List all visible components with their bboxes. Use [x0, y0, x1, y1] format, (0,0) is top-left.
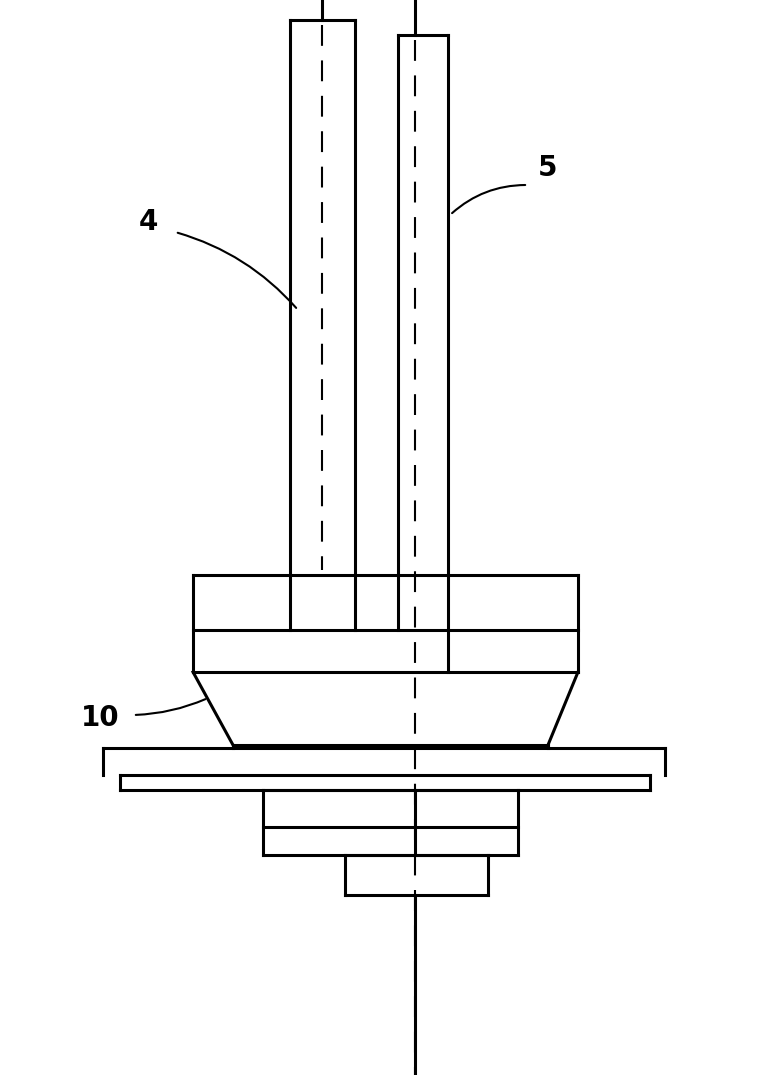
- Text: 10: 10: [81, 704, 119, 732]
- Text: 4: 4: [138, 207, 158, 236]
- Text: 5: 5: [538, 154, 558, 182]
